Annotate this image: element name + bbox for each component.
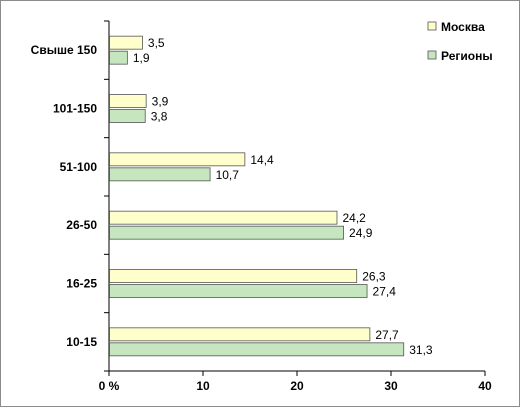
x-tick-label: 30 <box>384 379 398 393</box>
category-label: 101-150 <box>53 102 97 116</box>
bar-regiony <box>109 225 344 240</box>
bar-moskva <box>109 152 246 167</box>
bar-moskva <box>109 35 143 50</box>
data-label: 3,9 <box>152 95 169 109</box>
x-tick-label: 0 % <box>99 379 120 393</box>
legend-swatch-regiony <box>427 50 437 60</box>
category-label: 26-50 <box>66 218 97 232</box>
bar-moskva <box>109 210 338 225</box>
category-label: 16-25 <box>66 277 97 291</box>
x-tick-label: 10 <box>196 379 210 393</box>
data-label: 24,2 <box>342 211 366 225</box>
bar-regiony <box>109 342 405 357</box>
data-label: 10,7 <box>216 168 240 182</box>
legend-label-regiony: Регионы <box>441 49 493 63</box>
data-label: 3,8 <box>151 110 168 124</box>
data-label: 26,3 <box>362 270 386 284</box>
data-label: 27,4 <box>373 285 397 299</box>
bar-regiony <box>109 50 128 65</box>
bar-regiony <box>109 167 211 182</box>
x-tick-label: 20 <box>290 379 304 393</box>
data-label: 24,9 <box>349 226 373 240</box>
bar-moskva <box>109 327 371 342</box>
bar-regiony <box>109 109 146 123</box>
bar-moskva <box>109 94 147 108</box>
data-label: 1,9 <box>133 51 150 65</box>
category-label: 51-100 <box>60 160 98 174</box>
data-label: 31,3 <box>409 343 433 357</box>
legend-label-moskva: Москва <box>441 20 485 34</box>
category-label: 10-15 <box>66 335 97 349</box>
data-label: 27,7 <box>375 328 399 342</box>
bar-regiony <box>109 284 368 298</box>
x-tick-label: 40 <box>478 379 492 393</box>
legend-swatch-moskva <box>427 21 437 31</box>
category-label: Свыше 150 <box>31 43 98 57</box>
bar-moskva <box>109 269 358 283</box>
data-label: 3,5 <box>148 36 165 50</box>
data-label: 14,4 <box>250 153 274 167</box>
